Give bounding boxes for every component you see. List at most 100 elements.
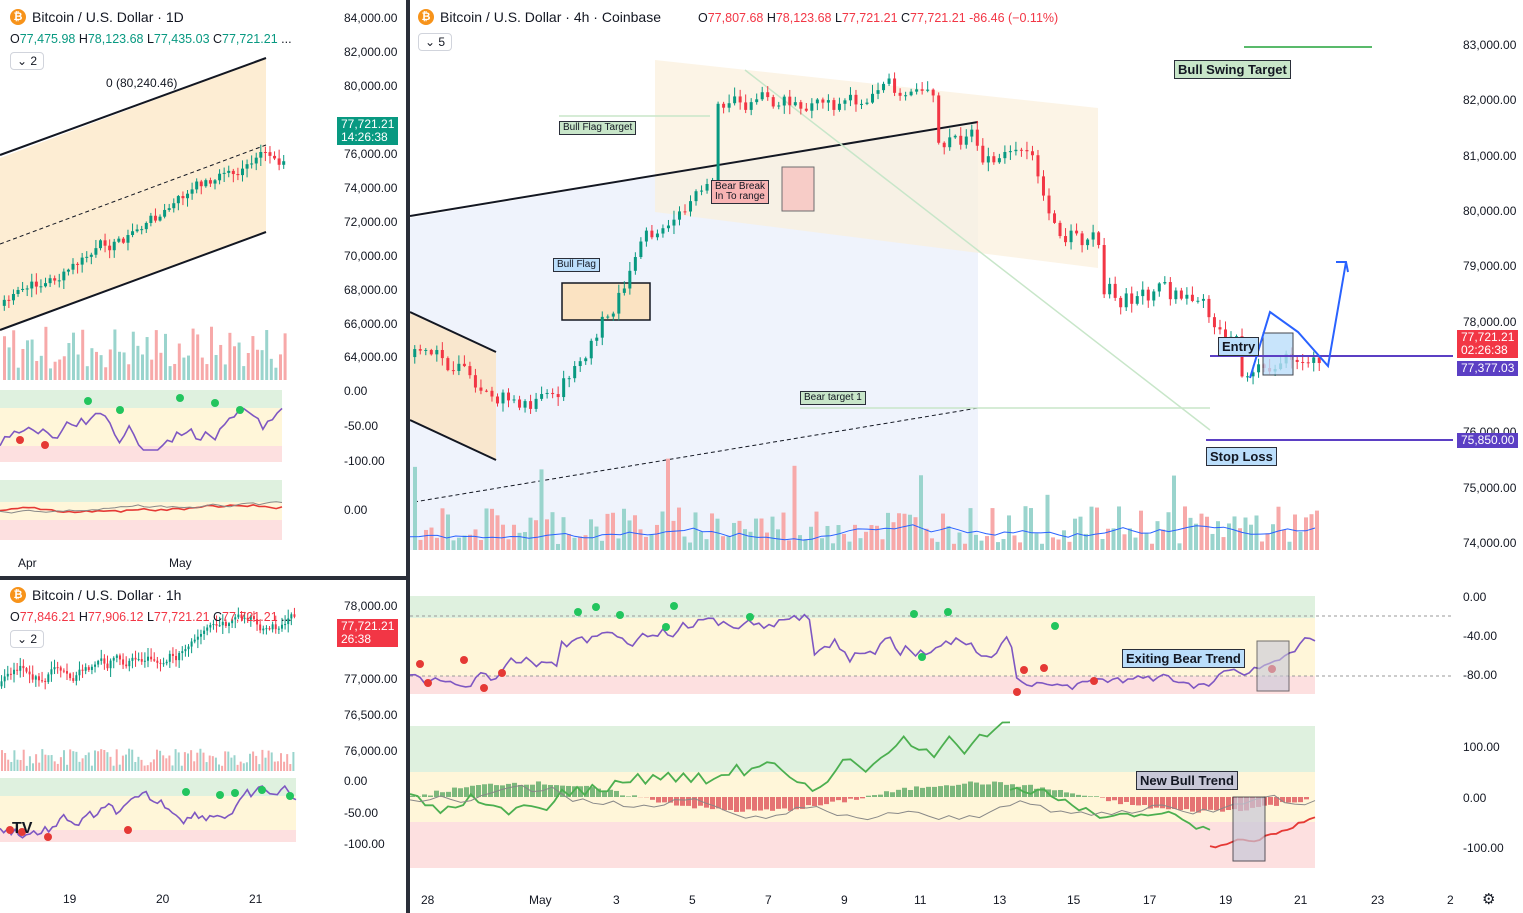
bull-flag-target-label[interactable]: Bull Flag Target (559, 121, 637, 135)
panel-divider[interactable] (0, 576, 406, 580)
main-candle (804, 108, 808, 111)
rsi-signal-dot (41, 441, 49, 449)
volume-bar (260, 350, 264, 380)
main-chart-canvas[interactable] (410, 0, 1523, 913)
hourly-candle (274, 624, 277, 630)
volume-bar (1271, 524, 1275, 550)
volume-bar (200, 357, 204, 380)
macd-histogram-bar (890, 792, 895, 797)
volume-bar (233, 346, 236, 380)
hourly-candle (72, 678, 75, 681)
price-tick: 64,000.00 (344, 350, 398, 364)
macd-histogram-bar (668, 797, 673, 803)
main-candle (1312, 357, 1316, 363)
volume-bar (283, 761, 286, 771)
main-chart-panel[interactable]: ₿ Bitcoin / U.S. Dollar · 4h · Coinbase … (410, 0, 1523, 913)
macd-histogram-bar (1022, 785, 1027, 797)
hourly-chart-canvas[interactable] (0, 580, 406, 913)
macd-histogram-bar (944, 785, 949, 797)
volume-bar (1029, 508, 1033, 550)
main-candle (1086, 239, 1090, 246)
daily-candle (172, 203, 176, 209)
hourly-candle (28, 671, 31, 675)
hourly-candle (246, 617, 249, 620)
volume-bar (136, 345, 140, 380)
macd-histogram-bar (782, 797, 787, 809)
hourly-candle (122, 659, 125, 665)
macd-histogram-bar (1226, 797, 1231, 811)
main-candle (644, 230, 648, 242)
volume-bar (814, 511, 819, 550)
main-candle (1003, 151, 1007, 159)
hourly-candle (97, 660, 100, 665)
hourly-candle (147, 656, 149, 661)
hourly-candle (100, 658, 103, 661)
main-candle (1301, 361, 1305, 363)
main-candle (1212, 317, 1216, 328)
exiting-bear-trend-label[interactable]: Exiting Bear Trend (1122, 649, 1245, 668)
hourly-candle (22, 665, 25, 669)
macd-histogram-bar (800, 797, 805, 809)
volume-bar (66, 764, 69, 771)
price-tick: 78,000.00 (1463, 315, 1517, 329)
volume-bar (177, 343, 181, 380)
daily-chart-panel[interactable]: ₿ Bitcoin / U.S. Dollar · 1D O77,475.98 … (0, 0, 406, 576)
hourly-candle (193, 639, 196, 642)
volume-bar (251, 336, 255, 380)
bitcoin-icon: ₿ (10, 587, 26, 603)
main-candle (1163, 282, 1167, 284)
volume-bar (183, 752, 186, 771)
main-candle (1251, 372, 1255, 377)
hourly-chart-title: ₿ Bitcoin / U.S. Dollar · 1h (10, 587, 181, 603)
new-bull-trend-label[interactable]: New Bull Trend (1136, 771, 1238, 790)
daily-candle (282, 161, 286, 165)
main-candle (871, 93, 875, 103)
main-candle (904, 95, 908, 97)
hourly-candle (293, 614, 296, 617)
macd-histogram-bar (1052, 790, 1057, 797)
main-candle (970, 129, 974, 137)
bitcoin-icon: ₿ (10, 9, 26, 25)
bull-swing-target-label[interactable]: Bull Swing Target (1174, 60, 1291, 79)
main-candle (1295, 359, 1299, 362)
bull-flag-label[interactable]: Bull Flag (553, 258, 600, 272)
indicators-toggle[interactable]: ⌄ 2 (10, 52, 45, 70)
macd-zone-upper (410, 726, 1315, 772)
stop-loss-label[interactable]: Stop Loss (1206, 447, 1277, 466)
macd-histogram-bar (1166, 797, 1171, 810)
daily-candle (245, 164, 249, 169)
panel-divider[interactable] (406, 0, 410, 913)
main-candle (694, 191, 698, 202)
volume-bar (196, 752, 199, 771)
hourly-chart-panel[interactable]: ₿ Bitcoin / U.S. Dollar · 1h O77,846.21 … (0, 580, 406, 913)
tradingview-logo[interactable]: TV (12, 820, 33, 837)
rsi-signal-dot (460, 656, 468, 664)
volume-bar (1260, 541, 1264, 550)
bear-break-label[interactable]: Bear Break In To range (711, 180, 770, 204)
gear-icon[interactable]: ⚙ (1482, 891, 1496, 908)
main-candle (507, 392, 511, 401)
volume-bar (47, 755, 50, 771)
indicators-toggle[interactable]: ⌄ 5 (418, 33, 453, 51)
price-tick: 79,000.00 (1463, 259, 1517, 273)
hourly-candle (249, 616, 252, 620)
daily-candle (167, 208, 171, 210)
main-candle (1036, 155, 1040, 177)
indicators-toggle[interactable]: ⌄ 2 (10, 630, 45, 648)
daily-candle (98, 240, 102, 249)
main-candle (672, 219, 676, 226)
main-candle (1223, 329, 1227, 340)
main-candle (1108, 283, 1112, 295)
rsi-signal-dot (944, 608, 952, 616)
symbol-title: Bitcoin / U.S. Dollar · 1D (32, 9, 184, 25)
price-tick: 76,000.00 (344, 147, 398, 161)
volume-bar (196, 334, 200, 380)
macd-histogram-bar (590, 787, 595, 797)
volume-bar (174, 749, 177, 771)
entry-label[interactable]: Entry (1218, 337, 1260, 356)
bear-target-label[interactable]: Bear target 1 (800, 391, 866, 405)
volume-bar (16, 759, 19, 771)
main-candle (738, 96, 742, 103)
macd-histogram-bar (602, 790, 607, 797)
daily-chart-canvas[interactable] (0, 0, 406, 576)
